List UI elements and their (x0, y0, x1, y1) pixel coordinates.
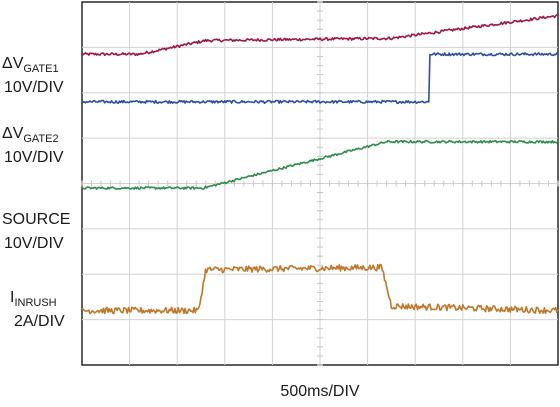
scale-inrush: 2A/DIV (14, 313, 65, 330)
trace-inrush (81, 263, 559, 315)
label-gate1: ΔVGATE1 (2, 55, 59, 75)
trace-source (81, 139, 559, 190)
trace-gate2 (81, 52, 559, 104)
traces (81, 13, 559, 315)
scale-source: 10V/DIV (4, 235, 64, 252)
label-inrush: IINRUSH (10, 289, 57, 309)
label-source: SOURCE (2, 211, 70, 228)
x-axis-label: 500ms/DIV (280, 383, 359, 400)
trace-gate1 (81, 13, 559, 57)
label-gate2: ΔVGATE2 (2, 125, 59, 145)
scale-gate1: 10V/DIV (4, 79, 64, 96)
scale-gate2: 10V/DIV (4, 149, 64, 166)
